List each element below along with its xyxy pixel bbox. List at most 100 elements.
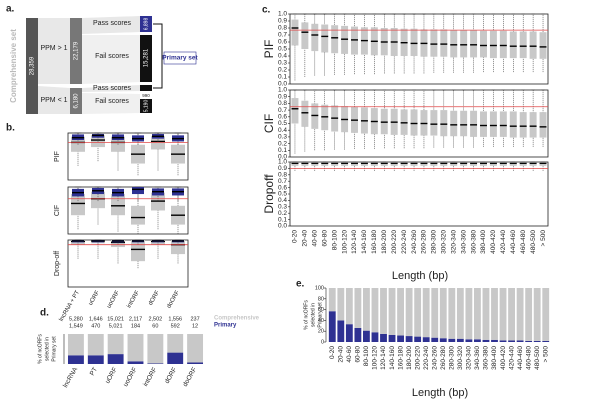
x-tick-label: PT (89, 366, 99, 377)
bar-segment (87, 355, 104, 364)
box (480, 111, 487, 137)
box (151, 136, 165, 150)
y-tick-label: 0.6 (278, 114, 287, 121)
y-tick-label: 0.9 (278, 165, 287, 172)
x-tick-label: intORF (126, 290, 141, 310)
box (440, 29, 448, 57)
bar-segment (516, 288, 524, 341)
y-tick-label: 0 (321, 339, 324, 345)
x-tick-label: 400-420 (500, 346, 507, 370)
bar-segment (328, 288, 336, 312)
y-tick-label: 60 (318, 307, 324, 313)
bar-segment (337, 288, 345, 321)
x-tick-label: lncRNA (62, 366, 79, 389)
bar-segment (516, 340, 524, 342)
bar-segment (508, 340, 515, 342)
box (539, 32, 547, 59)
bar-segment (542, 340, 550, 342)
bar-segment (354, 288, 362, 328)
plot-frame (67, 132, 189, 181)
panel-label: b. (6, 123, 15, 134)
x-tick-label: 100-120 (341, 230, 348, 254)
bar-segment (456, 288, 464, 339)
bar (140, 85, 152, 91)
count-label: 237 (190, 316, 199, 322)
x-tick-label: doORF (182, 366, 199, 388)
bar-segment (328, 311, 336, 342)
y-axis-label: PIF (262, 40, 276, 59)
bar-segment (127, 334, 144, 362)
count-label: 1,549 (69, 323, 83, 329)
x-tick-label: 80-100 (363, 346, 370, 367)
bar-segment (397, 288, 404, 336)
bar-segment (363, 330, 370, 342)
y-tick-label: 20 (318, 329, 324, 335)
bar-segment (422, 288, 430, 338)
bar (140, 99, 152, 113)
flow (82, 93, 140, 114)
score-label: Fail scores (95, 53, 129, 60)
y-tick-label: 0.4 (278, 53, 287, 60)
y-tick-label: 0.7 (278, 178, 287, 185)
x-tick-label: doORF (166, 290, 181, 310)
y-tick-label: 1.0 (278, 87, 287, 94)
plot-frame (289, 161, 549, 227)
y-tick-label: 0.9 (278, 18, 287, 25)
y-tick-label: 0.5 (278, 46, 287, 53)
plot-frame (67, 186, 189, 235)
x-tick-label: dORF (164, 366, 179, 385)
bar-segment (388, 334, 396, 342)
bar-segment (354, 327, 362, 342)
y-tick-label: 0.4 (278, 127, 287, 134)
x-tick-label: 180-200 (406, 346, 413, 370)
panel-label: e. (296, 279, 305, 290)
x-tick-label: 40-60 (346, 346, 353, 363)
y-axis-label: % of ncORFs (37, 334, 43, 364)
y-tick-label: 0.8 (278, 100, 287, 107)
y-tick-label: 0.9 (278, 93, 287, 100)
box (489, 111, 497, 137)
bar-segment (482, 288, 490, 340)
x-tick-label: 420-440 (500, 230, 507, 254)
panel-a: a. Comprehensive set 28,359 22,179 6,180… (6, 4, 199, 114)
box (519, 112, 527, 138)
y-tick-label: 0.7 (278, 32, 287, 39)
x-tick-label: 460-480 (525, 346, 532, 370)
box (499, 111, 507, 137)
bar-segment (508, 288, 515, 341)
x-axis-label: Length (bp) (392, 270, 448, 282)
y-tick-label: 0.6 (278, 184, 287, 191)
y-axis-label: Dropoff (262, 174, 276, 214)
box (470, 30, 478, 58)
bar-segment (167, 352, 184, 364)
x-tick-label: 20-40 (302, 230, 309, 247)
bar-segment (405, 288, 413, 337)
box (430, 29, 438, 57)
y-tick-label: 0.2 (278, 210, 287, 217)
count: 6,898 (143, 18, 149, 31)
bar-segment (107, 334, 124, 355)
count-label: 5,280 (69, 316, 83, 322)
y-axis-label: Primary set (317, 302, 323, 328)
x-tick-label: 20-40 (338, 346, 345, 363)
count: 22,179 (74, 41, 80, 60)
score-label: Pass scores (93, 20, 132, 27)
y-tick-label: 0.5 (278, 191, 287, 198)
count: 28,359 (30, 56, 36, 75)
x-tick-label: 480-500 (530, 230, 537, 254)
bar-segment (127, 361, 144, 364)
y-tick-label: 0.8 (278, 172, 287, 179)
x-tick-label: 260-280 (440, 346, 447, 370)
x-tick-label: 300-320 (441, 230, 448, 254)
set-label: Comprehensive set (9, 29, 18, 103)
bar-segment (147, 334, 164, 364)
bar-segment (465, 339, 473, 342)
box (489, 30, 497, 59)
x-tick-label: 60-80 (321, 230, 328, 247)
legend-entry: Comprehensive (214, 316, 260, 322)
box (71, 194, 85, 216)
bar-segment (107, 354, 124, 364)
bar-segment (397, 335, 404, 342)
x-tick-label: 360-380 (470, 230, 477, 254)
y-axis-label: CIF (262, 114, 276, 133)
